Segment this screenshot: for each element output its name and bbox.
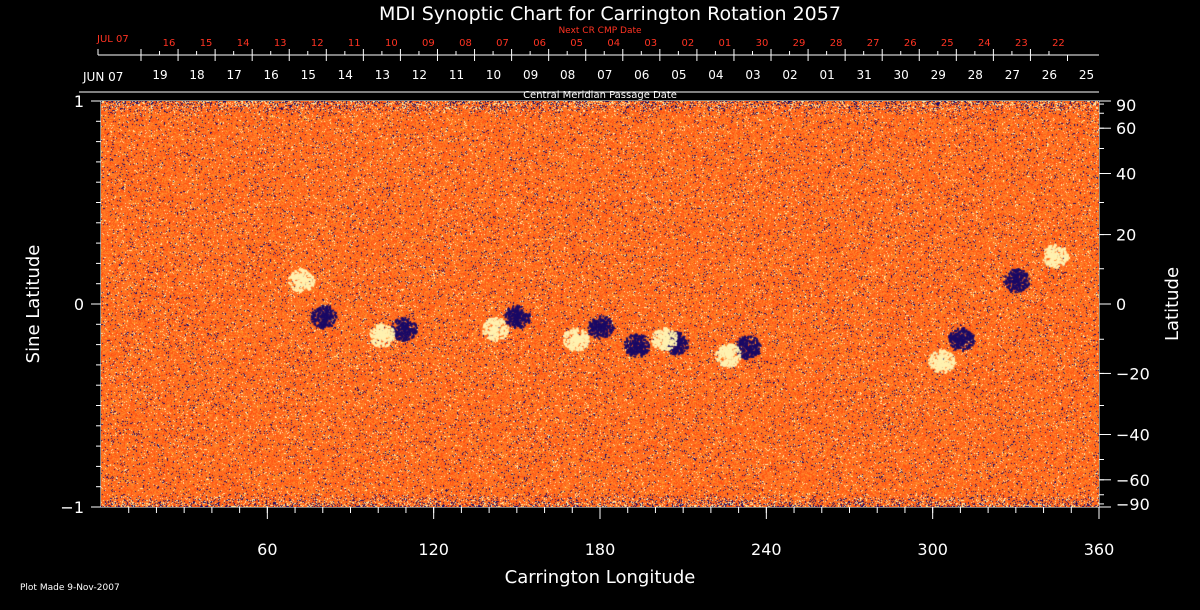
y-right-tick-label: 20 — [1116, 226, 1136, 245]
cmp-date-label: 15 — [301, 68, 316, 82]
cmp-date-label: 11 — [449, 68, 464, 82]
next-cr-date-label: 12 — [311, 38, 324, 49]
cmp-date-label: 31 — [856, 68, 871, 82]
next-cr-date-label: 05 — [570, 38, 583, 49]
x-tick-label: 240 — [751, 540, 782, 559]
y-left-tick-label: −1 — [60, 498, 84, 517]
next-cr-date-label: 27 — [867, 38, 880, 49]
next-cr-date-label: 25 — [941, 38, 954, 49]
y-right-tick-label: 40 — [1116, 165, 1136, 184]
y-right-tick-label: −40 — [1116, 425, 1150, 444]
cmp-date-label: 28 — [968, 68, 983, 82]
next-cr-date-label: 29 — [793, 38, 806, 49]
next-cr-date-label: 07 — [496, 38, 509, 49]
next-cr-date-label: 30 — [756, 38, 769, 49]
y-left-tick-label: 1 — [74, 92, 84, 111]
next-cr-date-label: 24 — [978, 38, 991, 49]
x-axis-label: Carrington Longitude — [505, 567, 696, 588]
next-cr-date-label: 02 — [681, 38, 694, 49]
magnetogram-map — [101, 101, 1099, 507]
cmp-first-label: JUN 07 — [82, 70, 123, 84]
y-right-tick-label: −20 — [1116, 364, 1150, 383]
x-tick-label: 300 — [917, 540, 948, 559]
x-tick-label: 60 — [257, 540, 277, 559]
cmp-date-label: 06 — [634, 68, 649, 82]
cmp-date-label: 29 — [931, 68, 946, 82]
cmp-date-label: 12 — [412, 68, 427, 82]
y-right-tick-label: 90 — [1116, 96, 1136, 115]
cmp-date-label: 09 — [523, 68, 538, 82]
next-cr-date-label: 15 — [200, 38, 213, 49]
cmp-date-label: 26 — [1042, 68, 1057, 82]
next-cr-date-label: 14 — [237, 38, 250, 49]
next-cr-date-label: 06 — [533, 38, 546, 49]
cmp-date-label: 19 — [152, 68, 167, 82]
next-cr-date-label: 03 — [644, 38, 657, 49]
x-tick-label: 180 — [585, 540, 616, 559]
next-cr-first-label: JUL 07 — [96, 34, 129, 45]
next-cr-date-label: 22 — [1052, 38, 1065, 49]
cmp-date-label: 13 — [375, 68, 390, 82]
cmp-date-label: 14 — [338, 68, 353, 82]
plot-made-note: Plot Made 9-Nov-2007 — [20, 583, 120, 593]
next-cr-date-label: 08 — [459, 38, 472, 49]
y-right-tick-label: −60 — [1116, 471, 1150, 490]
next-cr-date-label: 10 — [385, 38, 398, 49]
next-cr-date-label: 26 — [904, 38, 917, 49]
cmp-date-label: 25 — [1079, 68, 1094, 82]
next-cr-date-label: 11 — [348, 38, 361, 49]
cmp-date-label: 17 — [226, 68, 241, 82]
y-right-tick-label: 60 — [1116, 119, 1136, 138]
cmp-date-label: 01 — [819, 68, 834, 82]
cmp-axis-label: Central Meridian Passage Date — [523, 90, 677, 101]
cmp-date-label: 30 — [894, 68, 909, 82]
cmp-date-label: 04 — [708, 68, 723, 82]
cmp-date-label: 03 — [745, 68, 760, 82]
y-right-tick-label: −90 — [1116, 495, 1150, 514]
next-cr-date-label: 04 — [607, 38, 620, 49]
cmp-date-label: 18 — [189, 68, 204, 82]
next-cr-date-label: 28 — [830, 38, 843, 49]
cmp-date-label: 05 — [671, 68, 686, 82]
next-cr-date-label: 01 — [719, 38, 732, 49]
cmp-date-label: 08 — [560, 68, 575, 82]
next-cr-date-label: 16 — [163, 38, 176, 49]
next-cr-date-label: 23 — [1015, 38, 1028, 49]
next-cr-date-label: 09 — [422, 38, 435, 49]
chart-title: MDI Synoptic Chart for Carrington Rotati… — [379, 3, 841, 25]
x-tick-label: 360 — [1084, 540, 1115, 559]
cmp-date-label: 07 — [597, 68, 612, 82]
next-cr-axis-label: Next CR CMP Date — [558, 26, 642, 36]
next-cr-date-label: 13 — [274, 38, 287, 49]
x-tick-label: 120 — [418, 540, 449, 559]
y-axis-left-label: Sine Latitude — [23, 245, 44, 364]
cmp-date-label: 16 — [264, 68, 279, 82]
y-right-tick-label: 0 — [1116, 295, 1126, 314]
y-left-tick-label: 0 — [74, 295, 84, 314]
y-axis-right-label: Latitude — [1162, 267, 1183, 341]
cmp-date-label: 02 — [782, 68, 797, 82]
cmp-date-label: 27 — [1005, 68, 1020, 82]
cmp-date-label: 10 — [486, 68, 501, 82]
